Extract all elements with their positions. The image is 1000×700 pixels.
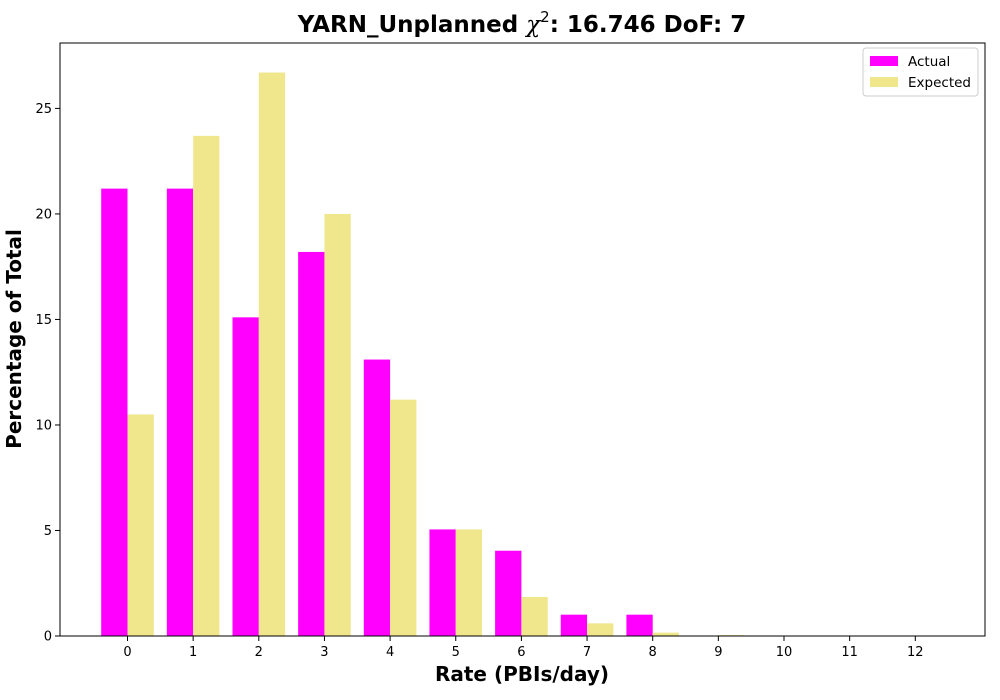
bar-expected-8	[652, 632, 679, 636]
bar-expected-5	[455, 529, 483, 636]
bar-actual-1	[166, 188, 194, 636]
plot-frame	[59, 42, 986, 637]
y-tick-label-5: 5	[44, 524, 52, 539]
bar-actual-6	[495, 550, 522, 636]
bar-actual-5	[429, 529, 456, 636]
bar-actual-4	[363, 359, 391, 636]
legend: Actual Expected	[862, 47, 979, 97]
y-tick-label-25: 25	[35, 102, 52, 117]
bar-expected-1	[193, 135, 220, 636]
x-tick-label-4: 4	[386, 645, 394, 660]
y-tick-label-20: 20	[35, 207, 52, 222]
bar-expected-6	[521, 596, 548, 636]
y-axis-label: Percentage of Total	[2, 229, 26, 449]
bars-layer	[101, 72, 811, 637]
x-tick-label-7: 7	[583, 645, 591, 660]
bar-actual-7	[560, 614, 588, 636]
x-tick-label-11: 11	[841, 645, 858, 660]
x-tick-label-1: 1	[189, 645, 197, 660]
legend-label-actual: Actual	[908, 54, 950, 70]
legend-swatch-expected	[870, 77, 898, 87]
bar-expected-3	[324, 213, 351, 636]
x-tick-label-6: 6	[517, 645, 525, 660]
chart-title-prefix: YARN_Unplanned	[297, 12, 526, 38]
legend-swatch-actual	[870, 56, 898, 66]
x-tick-label-8: 8	[649, 645, 657, 660]
bar-actual-0	[101, 188, 128, 636]
bar-actual-8	[626, 614, 653, 636]
chart-title-suffix: : 16.746 DoF: 7	[550, 12, 747, 38]
y-tick-label-0: 0	[44, 630, 52, 645]
bar-actual-2	[232, 317, 259, 636]
chart-title: YARN_Unplanned χ2: 16.746 DoF: 7	[297, 8, 746, 38]
y-tick-label-15: 15	[35, 313, 52, 328]
x-tick-label-12: 12	[907, 645, 924, 660]
bar-expected-7	[587, 623, 614, 636]
y-tick-label-10: 10	[35, 418, 52, 433]
x-tick-label-5: 5	[452, 645, 460, 660]
x-tick-label-9: 9	[714, 645, 722, 660]
bar-expected-0	[127, 414, 154, 636]
x-tick-label-2: 2	[255, 645, 263, 660]
x-tick-label-3: 3	[320, 645, 328, 660]
x-axis-label: Rate (PBIs/day)	[435, 662, 609, 686]
legend-label-expected: Expected	[908, 75, 971, 91]
bar-expected-4	[390, 399, 417, 636]
bar-expected-2	[258, 72, 286, 636]
x-tick-label-10: 10	[776, 645, 793, 660]
x-tick-label-0: 0	[123, 645, 131, 660]
chi-symbol: χ	[524, 12, 542, 38]
chi-exponent: 2	[540, 8, 550, 26]
bar-actual-3	[298, 251, 325, 637]
